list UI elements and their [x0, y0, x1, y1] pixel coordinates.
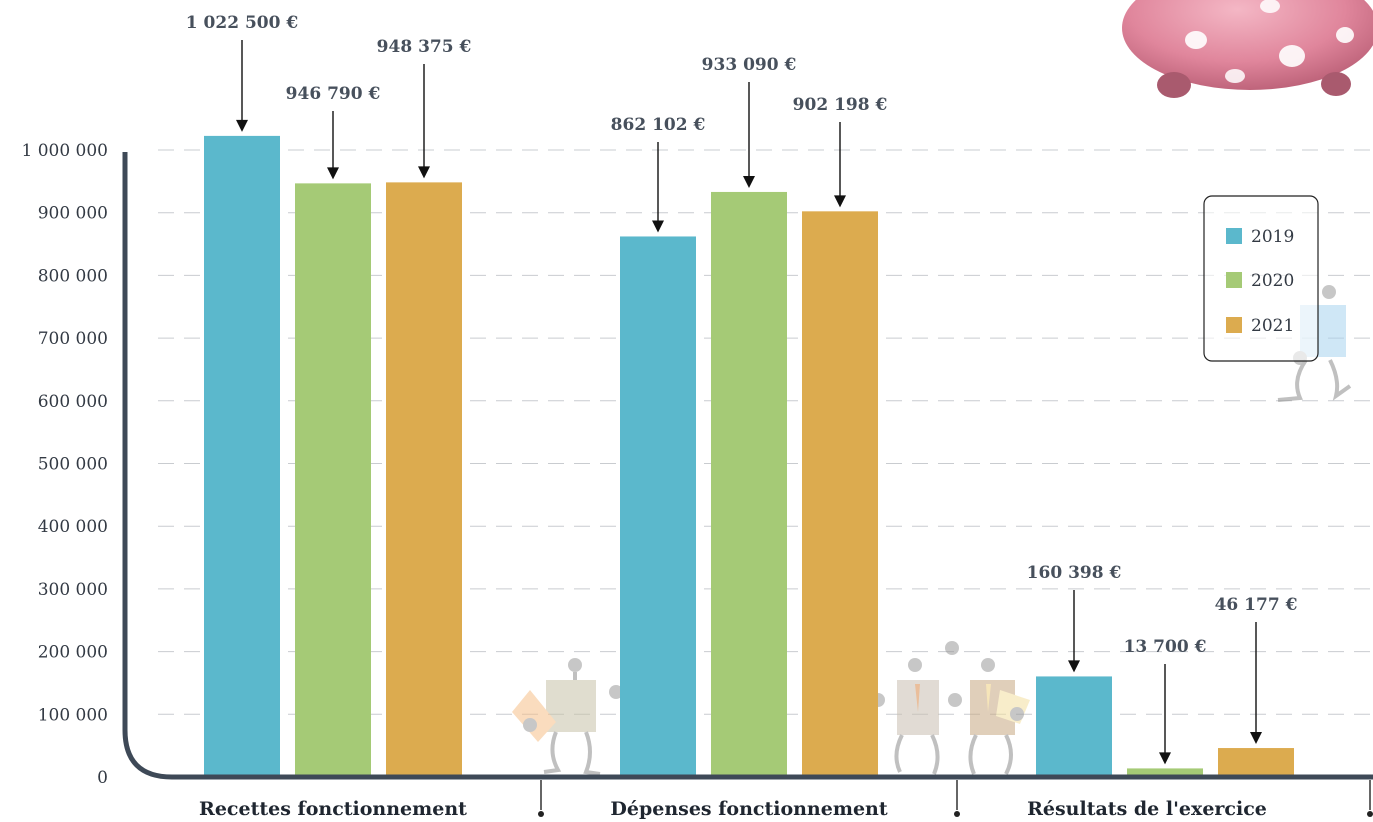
bar — [1036, 676, 1112, 777]
y-tick-label: 500 000 — [38, 455, 108, 475]
callout-arrow — [1250, 732, 1262, 745]
data-label: 862 102 € — [611, 115, 706, 135]
data-label: 160 398 € — [1027, 563, 1122, 583]
data-label: 933 090 € — [702, 55, 797, 75]
category-label: Dépenses fonctionnement — [610, 798, 887, 820]
bar — [802, 211, 878, 778]
y-tick-label: 0 — [97, 768, 108, 788]
data-label: 13 700 € — [1124, 637, 1207, 657]
legend: 2019 2020 2021 — [1203, 195, 1319, 362]
bar — [1127, 768, 1203, 777]
y-tick-label: 600 000 — [38, 392, 108, 412]
callout-arrow — [834, 195, 846, 208]
bar — [386, 182, 462, 777]
data-label: 46 177 € — [1215, 595, 1298, 615]
bar — [711, 191, 787, 777]
callout-arrow — [236, 119, 248, 132]
y-tick-label: 1 000 000 — [21, 141, 108, 161]
legend-swatch-2020 — [1226, 272, 1242, 288]
callout-arrow — [1159, 752, 1171, 765]
bars — [204, 135, 1294, 778]
y-tick-label: 300 000 — [38, 580, 108, 600]
category-labels: Recettes fonctionnement Dépenses fonction… — [199, 798, 1267, 820]
callout-arrow — [327, 167, 339, 180]
y-axis-ticks: 0 100 000 200 000 300 000 400 000 500 000 600 … — [21, 141, 108, 788]
legend-swatch-2021 — [1226, 317, 1242, 333]
data-callouts: 1 022 500 € 862 102 € 160 398 € 946 790 € 93… — [186, 13, 1298, 765]
legend-label-2019: 2019 — [1251, 227, 1294, 247]
callout-arrow — [418, 166, 430, 179]
legend-label-2020: 2020 — [1251, 271, 1294, 291]
y-tick-label: 400 000 — [38, 517, 108, 537]
category-label: Recettes fonctionnement — [199, 798, 467, 820]
bar — [620, 236, 696, 778]
legend-label-2021: 2021 — [1251, 316, 1294, 336]
legend-swatch-2019 — [1226, 228, 1242, 244]
separator-dot — [1367, 811, 1373, 817]
bar — [204, 135, 280, 777]
bar — [1218, 748, 1294, 777]
y-tick-label: 200 000 — [38, 643, 108, 663]
data-label: 902 198 € — [793, 95, 888, 115]
piggy-bank-image — [1122, 0, 1373, 98]
separator-dot — [538, 811, 544, 817]
y-tick-label: 700 000 — [38, 329, 108, 349]
bar — [295, 183, 371, 777]
data-label: 948 375 € — [377, 37, 472, 57]
data-label: 1 022 500 € — [186, 13, 299, 33]
y-tick-label: 900 000 — [38, 204, 108, 224]
data-label: 946 790 € — [286, 84, 381, 104]
callout-arrow — [652, 220, 664, 233]
callout-arrow — [1068, 660, 1080, 673]
y-tick-label: 800 000 — [38, 266, 108, 286]
category-label: Résultats de l'exercice — [1027, 798, 1267, 820]
separator-dot — [954, 811, 960, 817]
callout-arrow — [743, 175, 755, 188]
category-separators — [538, 780, 1373, 817]
y-tick-label: 100 000 — [38, 705, 108, 725]
axis-line — [122, 152, 1373, 780]
